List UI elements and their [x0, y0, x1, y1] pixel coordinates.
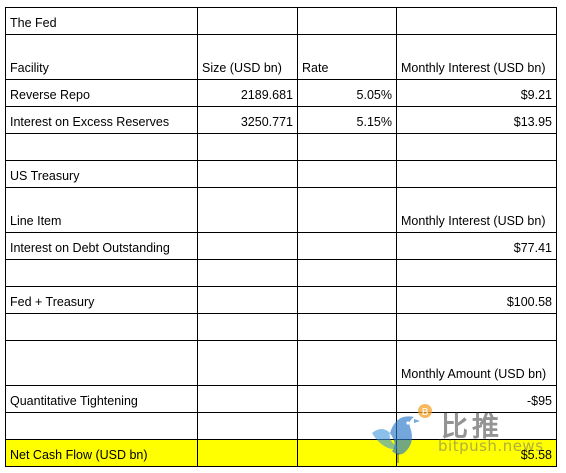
table-cell[interactable]: [197, 259, 298, 287]
table-cell[interactable]: Monthly Interest (USD bn): [396, 187, 557, 233]
table-cell[interactable]: [396, 7, 557, 35]
table-cell[interactable]: Size (USD bn): [197, 34, 298, 80]
table-cell[interactable]: [297, 385, 397, 413]
table-cell[interactable]: Facility: [5, 34, 198, 80]
spreadsheet-body: The Fed Facility Size (USD bn) Rate Monthly …: [5, 7, 557, 467]
table-cell[interactable]: [297, 133, 397, 161]
table-cell[interactable]: [396, 160, 557, 188]
table-row: The Fed: [5, 7, 557, 35]
table-cell[interactable]: -$95: [396, 385, 557, 413]
table-row: Fed + Treasury $100.58: [5, 286, 557, 314]
table-cell[interactable]: [297, 187, 397, 233]
table-cell[interactable]: Net Cash Flow (USD bn): [5, 439, 198, 467]
table-cell[interactable]: Rate: [297, 34, 397, 80]
table-cell[interactable]: [396, 313, 557, 341]
table-cell[interactable]: [5, 259, 198, 287]
table-cell[interactable]: [197, 439, 298, 467]
table-row: Quantitative Tightening -$95: [5, 385, 557, 413]
table-cell[interactable]: Monthly Interest (USD bn): [396, 34, 557, 80]
table-cell[interactable]: [5, 313, 198, 341]
table-cell[interactable]: $9.21: [396, 79, 557, 107]
table-cell[interactable]: [297, 286, 397, 314]
table-cell[interactable]: [197, 7, 298, 35]
table-row: US Treasury: [5, 160, 557, 188]
table-cell[interactable]: 2189.681: [197, 79, 298, 107]
table-cell[interactable]: Reverse Repo: [5, 79, 198, 107]
table-cell[interactable]: [197, 232, 298, 260]
table-cell[interactable]: [396, 412, 557, 440]
table-cell[interactable]: [197, 187, 298, 233]
table-row: [5, 133, 557, 161]
table-cell[interactable]: [5, 133, 198, 161]
table-cell[interactable]: [297, 259, 397, 287]
table-row: [5, 313, 557, 341]
table-cell[interactable]: Quantitative Tightening: [5, 385, 198, 413]
table-row: [5, 259, 557, 287]
table-cell[interactable]: 3250.771: [197, 106, 298, 134]
table-cell[interactable]: $100.58: [396, 286, 557, 314]
table-cell[interactable]: 5.15%: [297, 106, 397, 134]
table-cell[interactable]: 5.05%: [297, 79, 397, 107]
table-cell[interactable]: Fed + Treasury: [5, 286, 198, 314]
table-row: Interest on Excess Reserves 3250.771 5.15%…: [5, 106, 557, 134]
table-cell[interactable]: [197, 385, 298, 413]
table-cell[interactable]: Line Item: [5, 187, 198, 233]
table-cell[interactable]: [297, 340, 397, 386]
table-cell[interactable]: [197, 313, 298, 341]
spreadsheet-table: The Fed Facility Size (USD bn) Rate Monthly …: [5, 7, 557, 467]
table-cell[interactable]: Interest on Debt Outstanding: [5, 232, 198, 260]
table-cell[interactable]: [197, 133, 298, 161]
table-cell[interactable]: [297, 160, 397, 188]
table-cell[interactable]: US Treasury: [5, 160, 198, 188]
table-cell[interactable]: [197, 340, 298, 386]
table-row: Net Cash Flow (USD bn) $5.58: [5, 439, 557, 467]
table-cell[interactable]: $13.95: [396, 106, 557, 134]
table-row: Line Item Monthly Interest (USD bn): [5, 187, 557, 233]
table-cell[interactable]: [396, 133, 557, 161]
table-cell[interactable]: Interest on Excess Reserves: [5, 106, 198, 134]
table-row: Monthly Amount (USD bn): [5, 340, 557, 386]
table-cell[interactable]: [297, 7, 397, 35]
table-row: [5, 412, 557, 440]
table-cell[interactable]: [297, 439, 397, 467]
table-row: Interest on Debt Outstanding $77.41: [5, 232, 557, 260]
table-cell[interactable]: [297, 313, 397, 341]
table-cell[interactable]: Monthly Amount (USD bn): [396, 340, 557, 386]
table-row: Reverse Repo 2189.681 5.05% $9.21: [5, 79, 557, 107]
table-cell[interactable]: [197, 160, 298, 188]
table-cell[interactable]: [297, 232, 397, 260]
table-cell[interactable]: [197, 286, 298, 314]
table-cell[interactable]: The Fed: [5, 7, 198, 35]
table-cell[interactable]: [5, 340, 198, 386]
table-cell[interactable]: [5, 412, 198, 440]
table-cell[interactable]: [197, 412, 298, 440]
table-cell[interactable]: $5.58: [396, 439, 557, 467]
table-cell[interactable]: $77.41: [396, 232, 557, 260]
table-cell[interactable]: [297, 412, 397, 440]
table-row: Facility Size (USD bn) Rate Monthly Interes…: [5, 34, 557, 80]
table-cell[interactable]: [396, 259, 557, 287]
